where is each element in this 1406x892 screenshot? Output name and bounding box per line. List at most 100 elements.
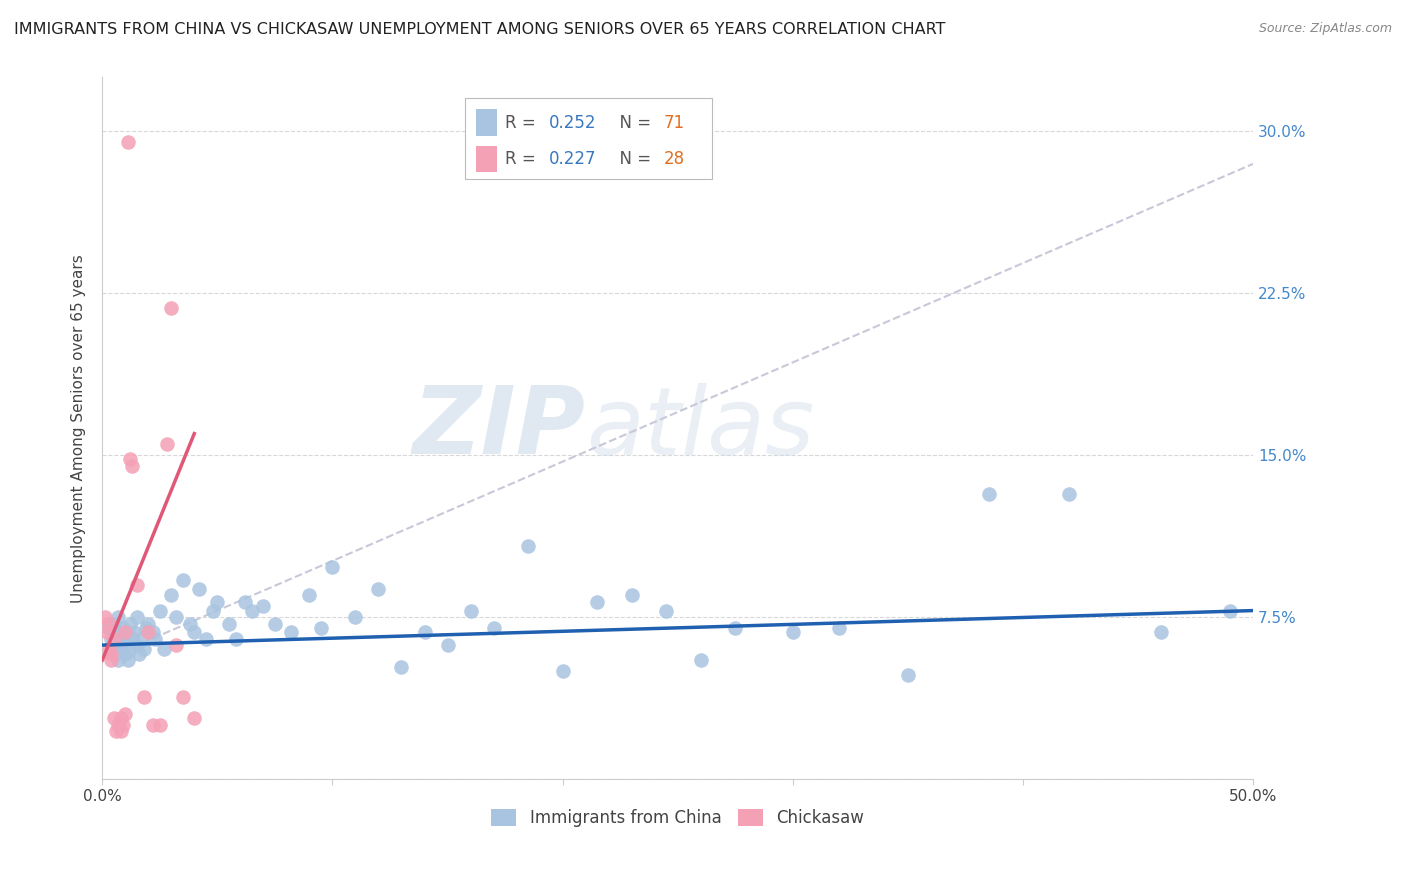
Point <box>100 632 122 646</box>
Point <box>165 610 187 624</box>
Text: R =: R = <box>505 113 541 132</box>
Point <box>103 711 125 725</box>
Text: N =: N = <box>609 150 657 168</box>
Point <box>110 724 132 739</box>
Point <box>125 638 148 652</box>
Point <box>225 632 247 646</box>
Point <box>344 610 367 624</box>
Point <box>107 653 129 667</box>
Point <box>218 616 240 631</box>
Point <box>620 589 643 603</box>
Text: 0.227: 0.227 <box>548 150 596 168</box>
Point <box>105 625 128 640</box>
Point <box>517 539 540 553</box>
Point <box>160 589 183 603</box>
Point <box>118 616 141 631</box>
Point <box>131 632 153 646</box>
Point <box>828 621 851 635</box>
Point <box>125 610 148 624</box>
Point <box>114 625 136 640</box>
Point <box>142 625 165 640</box>
Text: 0.252: 0.252 <box>548 113 596 132</box>
Point <box>110 632 132 646</box>
Point <box>309 621 332 635</box>
Point <box>1150 625 1173 640</box>
Legend: Immigrants from China, Chickasaw: Immigrants from China, Chickasaw <box>485 802 870 834</box>
Point <box>114 707 136 722</box>
Bar <box>477 145 498 172</box>
Point <box>782 625 804 640</box>
Point <box>118 452 141 467</box>
Point <box>136 625 159 640</box>
Point <box>551 664 574 678</box>
Point <box>103 616 125 631</box>
Point <box>105 724 128 739</box>
Point <box>1057 487 1080 501</box>
Point <box>111 638 134 652</box>
Text: 28: 28 <box>664 150 685 168</box>
Point <box>142 718 165 732</box>
Point <box>117 625 139 640</box>
Y-axis label: Unemployment Among Seniors over 65 years: Unemployment Among Seniors over 65 years <box>72 254 86 603</box>
Point <box>321 560 343 574</box>
Point <box>263 616 285 631</box>
Point <box>118 642 141 657</box>
Point <box>107 610 129 624</box>
Point <box>194 632 217 646</box>
Point <box>179 616 201 631</box>
Point <box>156 437 179 451</box>
Point <box>128 647 150 661</box>
Text: 71: 71 <box>664 113 685 132</box>
Bar <box>477 110 498 136</box>
Point <box>98 642 121 657</box>
Point <box>100 647 122 661</box>
Point <box>114 647 136 661</box>
Point <box>149 718 172 732</box>
Point <box>586 595 609 609</box>
Point <box>93 610 115 624</box>
Point <box>391 659 413 673</box>
Point <box>172 690 194 704</box>
Point <box>110 711 132 725</box>
Point <box>105 647 128 661</box>
Point <box>207 595 229 609</box>
Point <box>125 577 148 591</box>
Point <box>117 135 139 149</box>
Point <box>121 632 143 646</box>
Point <box>897 668 920 682</box>
Point <box>143 632 166 646</box>
Text: N =: N = <box>609 113 657 132</box>
Point <box>132 690 155 704</box>
Point <box>252 599 274 614</box>
Point <box>114 632 136 646</box>
Point <box>183 711 205 725</box>
Point <box>136 616 159 631</box>
Point <box>132 642 155 657</box>
Point <box>124 625 146 640</box>
Point <box>187 582 209 596</box>
Point <box>240 603 263 617</box>
Point <box>110 642 132 657</box>
Point <box>977 487 1000 501</box>
Point <box>482 621 505 635</box>
Point <box>111 718 134 732</box>
Point <box>689 653 711 667</box>
Point <box>103 632 125 646</box>
Point <box>160 301 183 316</box>
Point <box>367 582 389 596</box>
Point <box>111 621 134 635</box>
Point <box>201 603 224 617</box>
Point <box>183 625 205 640</box>
Point <box>103 642 125 657</box>
Text: atlas: atlas <box>586 383 814 474</box>
Point <box>460 603 482 617</box>
Text: R =: R = <box>505 150 541 168</box>
Point <box>280 625 302 640</box>
Text: IMMIGRANTS FROM CHINA VS CHICKASAW UNEMPLOYMENT AMONG SENIORS OVER 65 YEARS CORR: IMMIGRANTS FROM CHINA VS CHICKASAW UNEMP… <box>14 22 946 37</box>
Point <box>298 589 321 603</box>
Point <box>233 595 256 609</box>
Bar <box>465 98 713 179</box>
Point <box>413 625 436 640</box>
Point <box>165 638 187 652</box>
Point <box>96 625 118 640</box>
